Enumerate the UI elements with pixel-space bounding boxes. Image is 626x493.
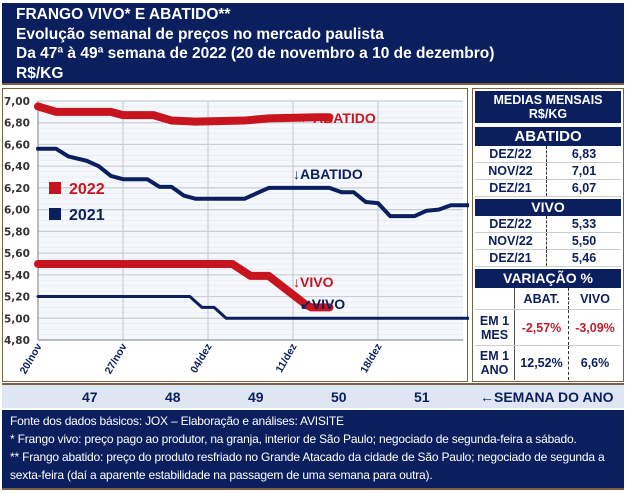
var-abat-year: 12,52% xyxy=(515,346,569,380)
y-tick-label: 5,40 xyxy=(4,270,30,282)
y-tick-label: 5,60 xyxy=(4,248,30,260)
monthly-averages-panel: MEDIAS MENSAIS R$/KG ABATIDO DEZ/22 6,83 … xyxy=(472,88,624,382)
month-value: 5,50 xyxy=(571,234,597,248)
series-line-2021-vivo xyxy=(36,295,469,320)
y-tick-label: 6,80 xyxy=(4,118,30,130)
note-abatido: ** Frango abatido: preço do produto resf… xyxy=(10,450,605,482)
month-label: DEZ/21 xyxy=(475,250,547,266)
chart-panel: 7,00 6,80 6,60 6,40 6,20 6,00 5,80 5,60 5,40 5,20… xyxy=(2,88,469,382)
y-tick-label: 6,60 xyxy=(4,139,30,151)
month-label: NOV/22 xyxy=(475,233,547,249)
table-row: DEZ/21 6,07 xyxy=(475,180,621,197)
title-line-3: Da 47ª à 49ª semana de 2022 (20 de novem… xyxy=(16,45,495,62)
series-label-2022-abatido: ←ABATIDO xyxy=(299,110,376,126)
week-label: 50 xyxy=(331,389,347,405)
week-of-year-band: 47 48 49 50 51 ←SEMANA DO ANO xyxy=(2,383,624,408)
y-tick-label: 4,80 xyxy=(4,335,30,347)
legend-swatch xyxy=(49,208,61,220)
series-line-2022-vivo xyxy=(34,259,334,312)
series-label-2021-abatido: ↓ABATIDO xyxy=(293,166,363,182)
series-line-2022-abatido xyxy=(34,102,334,126)
series-label-2022-vivo: ↓VIVO xyxy=(293,274,334,290)
table-row: NOV/22 5,50 xyxy=(475,233,621,250)
x-tick-label: 27/nov xyxy=(103,341,130,376)
source-note: Fonte dos dados básicos: JOX – Elaboraçã… xyxy=(10,414,344,428)
variation-row-year: EM 1 ANO 12,52% 6,6% xyxy=(475,346,621,380)
vivo-header: VIVO xyxy=(475,199,621,216)
var-abat-month: -2,57% xyxy=(515,310,569,345)
week-label: 47 xyxy=(82,389,98,405)
y-tick-label: 6,20 xyxy=(4,183,30,195)
variation-row-month: EM 1 MES -2,57% -3,09% xyxy=(475,310,621,346)
col-vivo: VIVO xyxy=(580,291,610,306)
col-abat: ABAT. xyxy=(515,288,569,309)
row-label: MES xyxy=(480,327,509,342)
title-line-4: R$/KG xyxy=(16,64,64,82)
x-tick-label: 18/dez xyxy=(358,342,384,376)
x-tick-label: 11/dez xyxy=(273,342,299,375)
legend-label: 2021 xyxy=(69,207,105,224)
averages-unit: R$/KG xyxy=(528,107,568,121)
month-value: 6,83 xyxy=(571,147,597,161)
price-line-chart: 7,00 6,80 6,60 6,40 6,20 6,00 5,80 5,60 5,40 5,20… xyxy=(4,96,469,376)
var-vivo-month: -3,09% xyxy=(575,320,615,335)
y-tick-label: 5,00 xyxy=(4,313,30,325)
averages-header: MEDIAS MENSAIS R$/KG xyxy=(475,91,621,123)
month-value: 5,46 xyxy=(571,251,597,265)
y-tick-label: 5,80 xyxy=(4,226,30,238)
note-vivo: * Frango vivo: preço pago ao produtor, n… xyxy=(10,432,577,446)
var-vivo-year: 6,6% xyxy=(580,356,610,370)
footer-notes: Fonte dos dados básicos: JOX – Elaboraçã… xyxy=(2,410,624,490)
abatido-header: ABATIDO xyxy=(475,127,621,146)
month-value: 7,01 xyxy=(571,164,597,178)
legend-label: 2022 xyxy=(69,181,105,198)
averages-title: MEDIAS MENSAIS xyxy=(493,93,603,107)
title-line-2: Evolução semanal de preços no mercado pa… xyxy=(16,25,384,43)
series-label-2021-vivo: ↙VIVO xyxy=(300,296,345,312)
y-tick-label: 7,00 xyxy=(4,96,30,108)
week-label: 49 xyxy=(248,389,264,405)
month-value: 6,07 xyxy=(571,181,597,195)
table-row: DEZ/22 6,83 xyxy=(475,146,621,163)
month-label: NOV/22 xyxy=(475,163,547,179)
legend-swatch xyxy=(49,182,61,194)
table-row: DEZ/22 5,33 xyxy=(475,216,621,233)
month-label: DEZ/22 xyxy=(475,146,547,162)
row-label: ANO xyxy=(480,363,509,377)
variation-header: VARIAÇÃO % xyxy=(475,269,621,288)
table-row: DEZ/21 5,46 xyxy=(475,250,621,267)
month-label: DEZ/21 xyxy=(475,180,547,196)
week-label: 48 xyxy=(165,389,181,405)
week-axis-label: ←SEMANA DO ANO xyxy=(480,389,614,405)
chart-title-block: FRANGO VIVO* E ABATIDO** Evolução semana… xyxy=(2,3,624,85)
table-row: NOV/22 7,01 xyxy=(475,163,621,180)
series-line-2021-abatido xyxy=(36,146,469,219)
x-tick-label: 04/dez xyxy=(188,342,214,376)
y-tick-label: 5,20 xyxy=(4,292,30,304)
y-tick-label: 6,00 xyxy=(4,205,30,217)
week-label: 51 xyxy=(414,389,430,405)
y-tick-label: 6,40 xyxy=(4,161,30,173)
month-value: 5,33 xyxy=(571,217,597,231)
row-label: EM 1 xyxy=(479,313,510,328)
month-label: DEZ/22 xyxy=(475,216,547,232)
variation-col-header: ABAT. VIVO xyxy=(475,288,621,310)
row-label: EM 1 xyxy=(479,349,510,363)
title-line-1: FRANGO VIVO* E ABATIDO** xyxy=(16,6,231,23)
